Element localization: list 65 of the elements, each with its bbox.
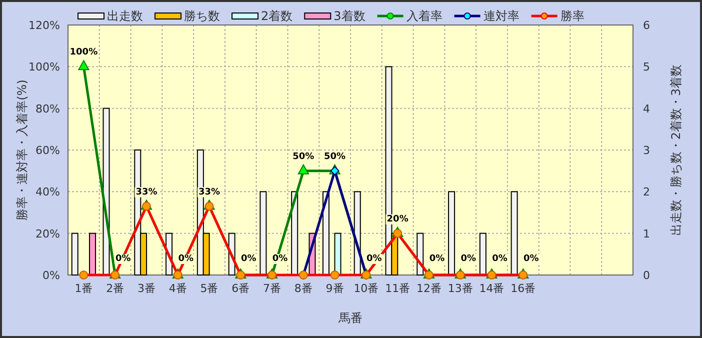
bar	[510, 191, 518, 276]
data-label: 100%	[70, 48, 98, 58]
point	[78, 60, 90, 70]
bar	[322, 191, 330, 276]
x-tick-label: 7番	[263, 282, 282, 295]
legend-label: 勝ち数	[184, 9, 220, 23]
x-tick-label: 9番	[326, 282, 344, 295]
data-label: 20%	[386, 214, 408, 224]
y-tick-label: 80%	[36, 102, 60, 116]
y-tick-label: 60%	[36, 144, 60, 157]
data-label: 0%	[492, 254, 508, 264]
data-label: 0%	[429, 254, 445, 264]
y2-tick-label: 1	[643, 227, 650, 240]
y-tick-label: 100%	[28, 60, 60, 74]
bar	[448, 191, 456, 276]
y2-tick-label: 4	[643, 102, 650, 116]
legend-label: 連対率	[483, 9, 520, 23]
data-label: 0%	[115, 254, 131, 264]
x-tick-label: 3番	[137, 282, 156, 295]
data-label: 0%	[366, 254, 382, 264]
y-tick-label: 20%	[36, 227, 60, 240]
legend-label: 勝率	[560, 9, 584, 23]
y2-axis-title: 出走数・勝ち数・2着数・3着数	[669, 64, 683, 236]
data-label: 50%	[292, 152, 314, 162]
y2-tick-label: 2	[643, 186, 650, 199]
bar	[334, 232, 342, 276]
legend-label: 2着数	[261, 9, 293, 23]
x-tick-label: 13番	[448, 282, 473, 295]
y2-tick-label: 0	[643, 269, 650, 282]
x-tick-label: 1番	[74, 282, 93, 295]
bar	[71, 232, 78, 276]
x-tick-label: 2番	[106, 282, 124, 295]
data-label: 0%	[178, 254, 194, 264]
bar	[89, 232, 96, 276]
legend-label: 入着率	[406, 9, 442, 23]
bar	[416, 232, 424, 276]
legend-label: 3着数	[334, 9, 366, 23]
data-label: 0%	[272, 254, 288, 264]
y-tick-label: 40%	[36, 186, 60, 199]
x-tick-label: 10番	[354, 282, 379, 295]
y2-tick-label: 5	[643, 60, 650, 74]
data-label: 0%	[241, 254, 256, 264]
point	[298, 164, 309, 174]
y2-tick-label: 6	[643, 19, 650, 32]
x-tick-label: 8番	[294, 282, 312, 295]
x-axis-title: 馬番	[338, 311, 362, 325]
bar	[479, 232, 486, 276]
y-tick-label: 0%	[42, 269, 60, 282]
x-tick-label: 16番	[510, 282, 536, 295]
y2-tick-label: 3	[643, 144, 650, 157]
x-tick-label: 12番	[416, 282, 442, 295]
y-axis-title: 勝率・連対率・入着率(%)	[15, 80, 29, 220]
data-label: 0%	[524, 254, 539, 264]
data-label: 33%	[198, 187, 220, 198]
x-tick-label: 6番	[232, 282, 250, 295]
bar	[260, 191, 267, 276]
x-tick-label: 4番	[168, 282, 187, 295]
x-tick-label: 5番	[200, 282, 218, 295]
legend-label: 出走数	[107, 9, 143, 23]
data-label: 50%	[324, 152, 346, 162]
x-tick-label: 14番	[479, 282, 504, 295]
data-label: 0%	[460, 254, 476, 264]
x-tick-label: 11番	[385, 282, 410, 295]
data-label: 33%	[136, 187, 158, 198]
y-tick-label: 120%	[28, 19, 60, 32]
